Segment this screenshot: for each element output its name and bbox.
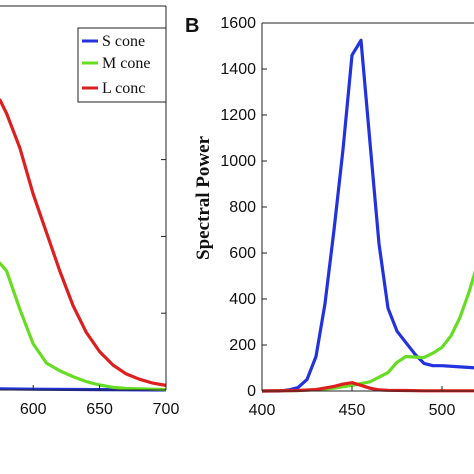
panel-a-series-l-conc <box>0 98 166 387</box>
panel-b-y-axis-label: Spectral Power <box>193 135 214 260</box>
legend-label-s-cone: S cone <box>102 33 145 50</box>
panel-b-x-tick-label: 400 <box>249 402 276 419</box>
panel-b-y-tick-label: 0 <box>247 383 256 400</box>
panel-b-x-tick-label: 450 <box>339 402 366 419</box>
panel-a-x-tick-label: 650 <box>86 401 113 418</box>
panel-b-y-tick-label: 800 <box>229 199 256 216</box>
legend: S cone M cone L conc <box>77 27 167 103</box>
panel-b-y-tick-label: 600 <box>229 245 256 262</box>
panel-b-series-s-cone <box>262 38 474 393</box>
panel-b-y-tick-label: 1200 <box>220 107 256 124</box>
panel-b-y-tick-label: 1000 <box>220 153 256 170</box>
panel-b-y-tick-label: 400 <box>229 291 256 308</box>
panel-a-x-tick-label: 700 <box>153 401 180 418</box>
panel-b-plot: B Spectral Power 400 450 500 0 200 400 600 800 1… <box>185 15 474 419</box>
panel-a-x-tick-label: 600 <box>20 401 47 418</box>
panel-b-y-tick-label: 1600 <box>220 15 256 32</box>
legend-label-l-conc: L conc <box>102 80 145 97</box>
panel-a-plot: 600 650 700 S cone M cone L conc <box>0 5 180 418</box>
panel-b-x-tick-label: 500 <box>429 402 456 419</box>
panel-a-series-m-cone <box>0 261 166 392</box>
panel-b-y-tick-label: 200 <box>229 337 256 354</box>
panel-b-label: B <box>185 15 199 37</box>
legend-label-m-cone: M cone <box>102 55 150 72</box>
panel-b-y-tick-label: 1400 <box>220 61 256 78</box>
